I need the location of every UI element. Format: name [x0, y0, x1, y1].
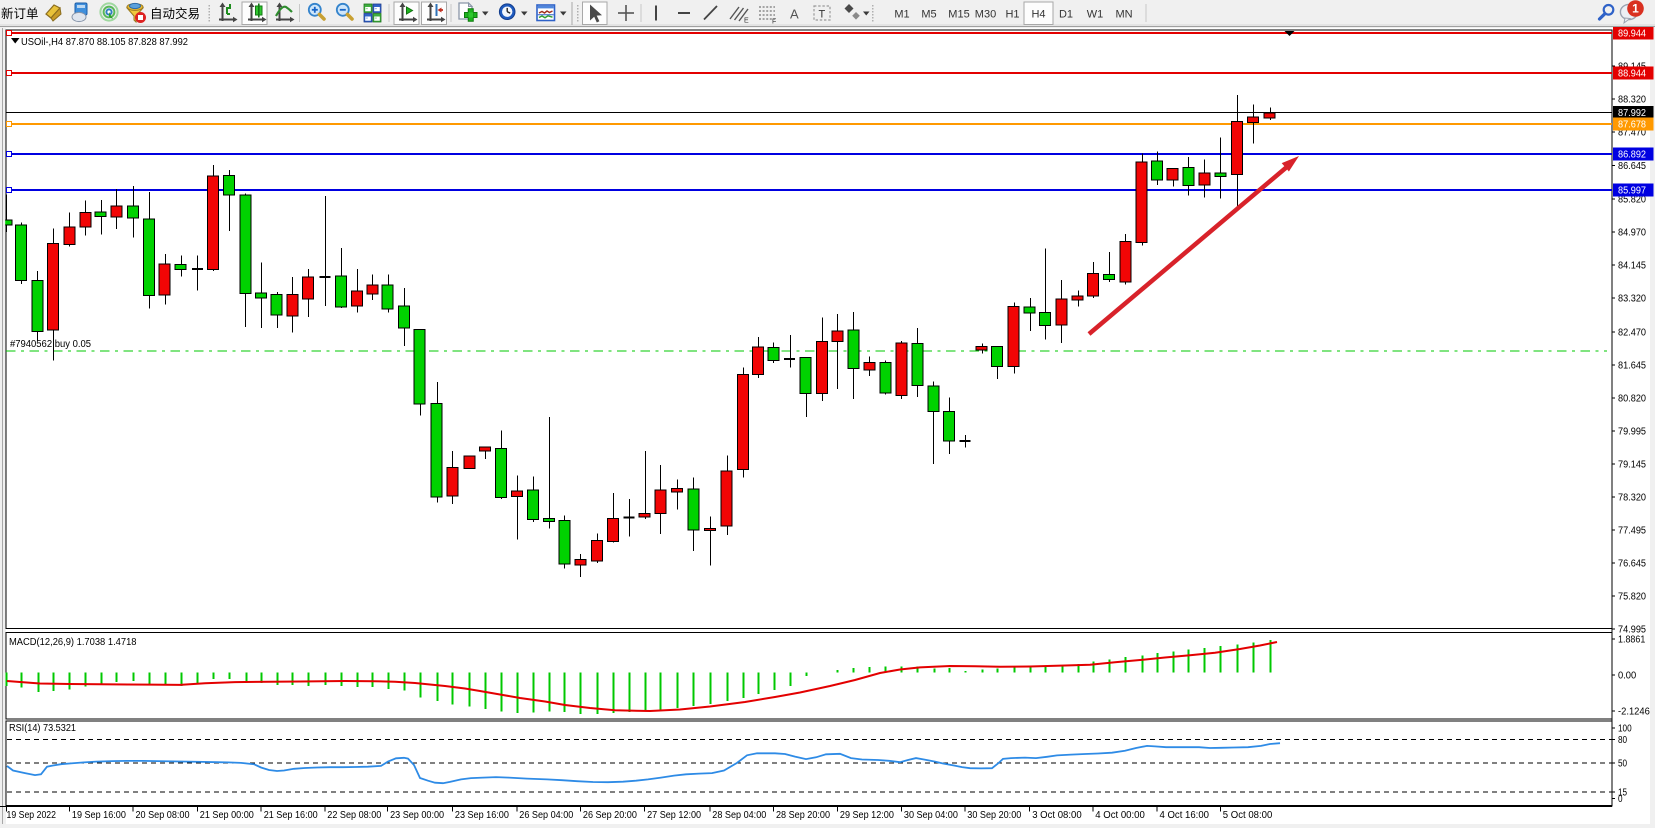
- svg-text:85.997: 85.997: [1618, 186, 1646, 197]
- svg-text:79.995: 79.995: [1618, 427, 1646, 438]
- svg-text:80: 80: [1618, 735, 1627, 746]
- svg-text:D1: D1: [1059, 9, 1073, 21]
- svg-text:87.470: 87.470: [1618, 128, 1646, 139]
- svg-text:76.645: 76.645: [1618, 559, 1646, 570]
- svg-text:26 Sep 04:00: 26 Sep 04:00: [519, 810, 573, 821]
- svg-text:74.995: 74.995: [1618, 625, 1646, 636]
- svg-text:4 Oct 00:00: 4 Oct 00:00: [1095, 810, 1145, 821]
- svg-text:87.678: 87.678: [1618, 120, 1646, 131]
- svg-text:27 Sep 12:00: 27 Sep 12:00: [647, 810, 701, 821]
- svg-text:86.645: 86.645: [1618, 161, 1646, 172]
- svg-text:30 Sep 20:00: 30 Sep 20:00: [967, 810, 1021, 821]
- svg-text:M15: M15: [948, 9, 969, 21]
- svg-text:84.145: 84.145: [1618, 261, 1646, 272]
- svg-text:M30: M30: [975, 9, 996, 21]
- svg-text:自动交易: 自动交易: [150, 6, 200, 21]
- svg-text:-2.1246: -2.1246: [1618, 707, 1650, 718]
- svg-text:78.320: 78.320: [1618, 493, 1646, 504]
- svg-text:4 Oct 16:00: 4 Oct 16:00: [1160, 810, 1210, 821]
- svg-text:30 Sep 04:00: 30 Sep 04:00: [904, 810, 958, 821]
- svg-text:83.320: 83.320: [1618, 294, 1646, 305]
- svg-text:A: A: [790, 7, 799, 22]
- svg-text:26 Sep 20:00: 26 Sep 20:00: [583, 810, 637, 821]
- svg-text:23 Sep 16:00: 23 Sep 16:00: [455, 810, 509, 821]
- svg-text:88.944: 88.944: [1618, 69, 1646, 80]
- svg-text:86.892: 86.892: [1618, 150, 1646, 161]
- svg-text:1: 1: [1632, 2, 1639, 16]
- svg-text:85.820: 85.820: [1618, 195, 1646, 206]
- svg-text:19 Sep 16:00: 19 Sep 16:00: [72, 810, 126, 821]
- svg-text:89.944: 89.944: [1618, 29, 1646, 40]
- svg-text:USOil-,H4 87.870 88.105 87.82: USOil-,H4 87.870 88.105 87.828 87.992: [21, 36, 188, 48]
- svg-text:W1: W1: [1087, 9, 1104, 21]
- svg-text:3 Oct 08:00: 3 Oct 08:00: [1032, 810, 1082, 821]
- svg-text:75.820: 75.820: [1618, 592, 1646, 603]
- svg-text:77.495: 77.495: [1618, 526, 1646, 537]
- svg-text:87.992: 87.992: [1618, 108, 1646, 119]
- svg-text:T: T: [819, 9, 826, 21]
- svg-text:20 Sep 08:00: 20 Sep 08:00: [136, 810, 190, 821]
- svg-text:F: F: [772, 19, 776, 26]
- svg-text:5 Oct 08:00: 5 Oct 08:00: [1223, 810, 1273, 821]
- svg-text:23 Sep 00:00: 23 Sep 00:00: [390, 810, 444, 821]
- svg-text:22 Sep 08:00: 22 Sep 08:00: [327, 810, 381, 821]
- svg-text:29 Sep 12:00: 29 Sep 12:00: [840, 810, 894, 821]
- svg-text:28 Sep 04:00: 28 Sep 04:00: [712, 810, 766, 821]
- svg-text:81.645: 81.645: [1618, 361, 1646, 372]
- svg-text:15: 15: [1618, 788, 1627, 799]
- svg-text:M5: M5: [921, 9, 936, 21]
- svg-text:H4: H4: [1031, 9, 1045, 21]
- svg-text:88.320: 88.320: [1618, 95, 1646, 106]
- svg-text:1.8861: 1.8861: [1618, 635, 1646, 646]
- svg-text:21 Sep 00:00: 21 Sep 00:00: [200, 810, 254, 821]
- svg-text:80.820: 80.820: [1618, 394, 1646, 405]
- svg-text:H1: H1: [1005, 9, 1019, 21]
- svg-text:新订单: 新订单: [1, 6, 39, 21]
- svg-text:50: 50: [1618, 759, 1627, 770]
- svg-text:0: 0: [1618, 794, 1623, 805]
- svg-text:79.145: 79.145: [1618, 460, 1646, 471]
- svg-text:RSI(14) 73.5321: RSI(14) 73.5321: [9, 723, 76, 734]
- svg-text:28 Sep 20:00: 28 Sep 20:00: [776, 810, 830, 821]
- svg-text:21 Sep 16:00: 21 Sep 16:00: [264, 810, 318, 821]
- svg-text:84.970: 84.970: [1618, 228, 1646, 239]
- svg-text:0.00: 0.00: [1618, 671, 1637, 682]
- svg-text:MACD(12,26,9) 1.7038 1.4718: MACD(12,26,9) 1.7038 1.4718: [9, 637, 137, 648]
- svg-text:19 Sep 2022: 19 Sep 2022: [7, 810, 57, 821]
- svg-text:E: E: [744, 18, 749, 25]
- svg-text:100: 100: [1618, 724, 1632, 735]
- svg-text:82.470: 82.470: [1618, 328, 1646, 339]
- svg-text:M1: M1: [894, 9, 909, 21]
- svg-text:MN: MN: [1115, 9, 1132, 21]
- svg-text:#7940562 buy 0.05: #7940562 buy 0.05: [10, 339, 91, 350]
